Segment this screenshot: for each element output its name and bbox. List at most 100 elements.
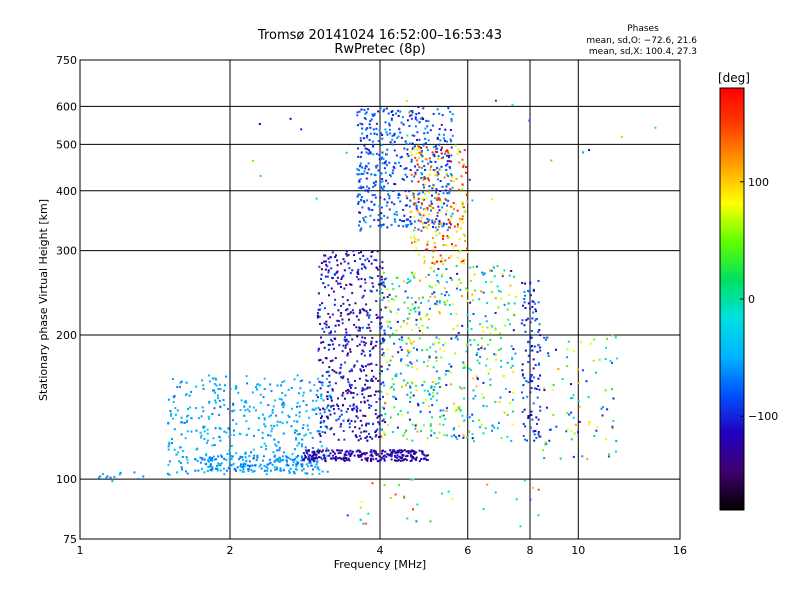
data-point (406, 454, 409, 457)
data-point (371, 380, 374, 382)
data-point (539, 374, 542, 377)
data-point (381, 406, 384, 409)
data-point (401, 339, 404, 342)
data-point (300, 455, 303, 458)
data-point (418, 329, 421, 332)
data-point (438, 431, 441, 434)
data-point (222, 399, 225, 401)
data-point (325, 395, 328, 398)
data-point (587, 423, 590, 426)
data-point (372, 128, 375, 131)
data-point (337, 452, 340, 455)
data-point (187, 408, 189, 410)
data-point (461, 202, 464, 205)
data-point (417, 228, 420, 231)
data-point (456, 153, 459, 156)
data-point (180, 433, 183, 436)
data-point (217, 394, 219, 397)
data-point (487, 372, 490, 375)
data-point (425, 226, 428, 228)
data-point (372, 375, 375, 378)
data-point (614, 336, 617, 339)
data-point (555, 425, 558, 428)
data-point (449, 167, 452, 170)
data-point (438, 198, 441, 201)
data-point (431, 194, 433, 197)
data-point (378, 265, 381, 268)
data-point (361, 206, 364, 209)
data-point (199, 461, 202, 464)
data-point (346, 458, 349, 461)
data-point (448, 304, 451, 306)
data-point (304, 446, 307, 449)
data-point (429, 266, 432, 269)
data-point (346, 313, 349, 316)
data-point (459, 410, 462, 413)
data-point (246, 382, 249, 385)
data-point (390, 386, 393, 389)
data-point (331, 389, 334, 392)
data-point (494, 353, 497, 356)
data-point (534, 387, 537, 390)
data-point (215, 384, 218, 387)
data-point (422, 226, 425, 229)
data-point (490, 269, 493, 272)
x-tick-label: 2 (227, 544, 234, 557)
data-point (529, 307, 532, 310)
data-point (348, 312, 351, 315)
data-point (324, 307, 326, 310)
data-point (426, 207, 429, 209)
data-point (514, 296, 517, 298)
data-point (480, 337, 483, 340)
data-point (571, 397, 574, 400)
data-point (490, 280, 493, 283)
data-point (349, 386, 352, 389)
data-point (452, 180, 455, 183)
data-point (359, 211, 361, 214)
data-point (379, 173, 382, 176)
data-point (533, 439, 536, 442)
data-point (365, 522, 368, 525)
data-point (435, 196, 438, 199)
data-point (529, 346, 532, 348)
data-point (359, 165, 361, 168)
data-point (325, 378, 328, 380)
data-point (181, 468, 183, 471)
data-point (532, 367, 535, 370)
data-point (441, 273, 444, 276)
data-point (463, 366, 466, 369)
data-point (441, 185, 444, 188)
data-point (436, 300, 439, 303)
data-point (362, 294, 365, 297)
data-point (311, 457, 314, 460)
data-point (524, 330, 527, 333)
data-point (509, 284, 512, 287)
y-tick-label: 100 (56, 473, 77, 486)
data-point (419, 279, 422, 282)
data-point (444, 303, 447, 306)
data-point (410, 381, 413, 384)
data-point (341, 322, 344, 325)
data-point (181, 421, 184, 424)
data-point (315, 413, 318, 415)
data-point (442, 414, 445, 417)
data-point (387, 193, 390, 196)
data-point (438, 281, 440, 284)
data-point (421, 349, 424, 352)
data-point (358, 180, 361, 183)
data-point (342, 274, 345, 277)
data-point (363, 396, 366, 399)
data-point (471, 433, 474, 436)
data-point (360, 458, 363, 461)
data-point (501, 275, 504, 278)
data-point (380, 365, 383, 368)
data-point (219, 463, 222, 466)
data-point (382, 352, 385, 355)
data-point (377, 390, 380, 393)
data-point (482, 404, 485, 407)
data-point (566, 356, 568, 359)
data-point (307, 456, 310, 459)
data-point (341, 350, 344, 353)
data-point (336, 319, 339, 322)
data-point (418, 460, 421, 463)
